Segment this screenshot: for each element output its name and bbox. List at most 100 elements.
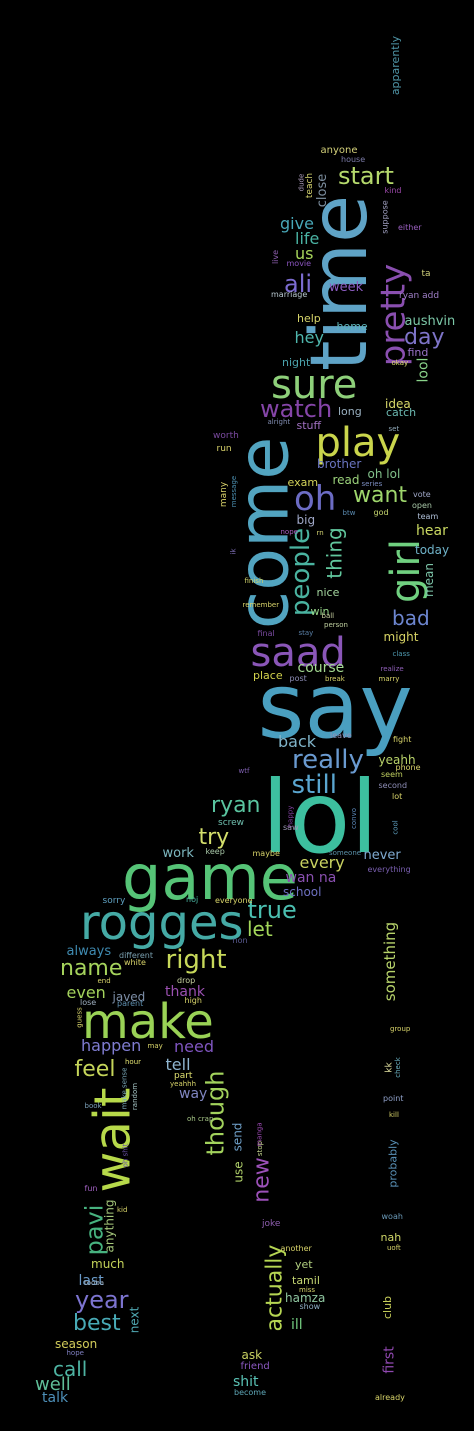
cloud-word: today — [415, 543, 450, 557]
cloud-word: play — [315, 420, 401, 466]
cloud-word: thank — [165, 984, 205, 1000]
cloud-word: friend — [240, 1361, 270, 1372]
cloud-word: either — [398, 223, 422, 232]
cloud-word: woah — [381, 1212, 403, 1221]
cloud-word: realize — [380, 664, 404, 673]
cloud-word: kill — [389, 1110, 399, 1119]
cloud-word: day — [404, 325, 445, 350]
cloud-word: show — [299, 1302, 321, 1311]
cloud-word: someone — [329, 848, 362, 857]
cloud-word: ryan add — [399, 290, 440, 301]
cloud-word: hamza — [285, 1291, 326, 1305]
cloud-word: use — [231, 1161, 246, 1183]
cloud-word: tamil — [292, 1273, 320, 1287]
cloud-word: alright — [267, 417, 291, 426]
cloud-word: long — [338, 404, 362, 418]
cloud-word: wtf — [238, 766, 250, 775]
cloud-word: sure — [271, 362, 358, 408]
cloud-word: every — [299, 853, 345, 872]
cloud-word: ball — [321, 611, 335, 620]
cloud-word: noj — [186, 895, 199, 904]
cloud-word: teach — [304, 172, 315, 198]
cloud-word: home — [336, 319, 368, 333]
cloud-word: call — [53, 1357, 88, 1381]
cloud-word: cool — [391, 819, 400, 835]
cloud-word: last — [78, 1273, 104, 1289]
cloud-word: everyone — [215, 896, 253, 905]
cloud-word: run — [216, 443, 232, 454]
cloud-word: though — [200, 1070, 229, 1156]
cloud-word: marry — [378, 674, 400, 683]
cloud-word: much — [91, 1257, 125, 1271]
cloud-word: hour — [125, 1057, 142, 1066]
cloud-word: try — [198, 825, 230, 850]
cloud-word: rn — [316, 528, 324, 537]
cloud-word: hope — [66, 1348, 84, 1357]
cloud-word: seem — [381, 770, 403, 779]
cloud-word: rogges — [80, 895, 244, 951]
cloud-word: fun — [84, 1184, 98, 1193]
cloud-word: tooba — [84, 1278, 105, 1287]
cloud-word: win — [310, 604, 330, 618]
cloud-word: screw — [218, 817, 245, 828]
cloud-word: live — [271, 249, 281, 265]
cloud-word: club — [380, 1295, 394, 1319]
cloud-word: remember — [242, 600, 280, 609]
cloud-word: stuff — [296, 418, 322, 432]
cloud-word: group — [390, 1024, 411, 1033]
cloud-word: oh — [294, 479, 337, 519]
cloud-word: start — [338, 162, 394, 190]
cloud-word: miss — [299, 1285, 316, 1294]
cloud-word: bad — [392, 606, 430, 630]
cloud-word: back — [278, 732, 317, 751]
cloud-word: random — [130, 1082, 139, 1110]
cloud-word: close — [314, 173, 330, 207]
cloud-word: anyone — [320, 145, 358, 156]
cloud-word: yet — [295, 1257, 313, 1271]
cloud-word: lot — [392, 792, 403, 801]
cloud-word: keep — [205, 847, 225, 856]
cloud-word: check — [393, 1056, 402, 1078]
cloud-word: break — [325, 674, 345, 683]
cloud-word: part — [174, 1070, 193, 1081]
cloud-word: okay — [391, 358, 409, 367]
cloud-word: lose — [80, 998, 97, 1007]
cloud-word: suppose — [380, 200, 390, 234]
cloud-word: person — [324, 620, 348, 629]
cloud-word: fight — [393, 735, 412, 744]
cloud-word: course — [297, 660, 345, 676]
cloud-word: brother — [317, 457, 362, 471]
cloud-word: joke — [262, 1218, 281, 1229]
cloud-word: everything — [367, 865, 411, 874]
cloud-word: wan na — [285, 870, 337, 886]
cloud-word: apparently — [388, 35, 402, 95]
cloud-word: guess — [75, 1006, 84, 1028]
cloud-word: lool — [414, 357, 431, 383]
cloud-word: convo — [349, 807, 358, 829]
cloud-word: way — [179, 1086, 208, 1102]
cloud-word: ali — [284, 270, 313, 298]
cloud-word: place — [253, 668, 283, 682]
cloud-word: another — [280, 1244, 312, 1253]
cloud-word: ryan — [211, 793, 261, 818]
cloud-word: life — [295, 229, 320, 248]
cloud-word: final — [257, 629, 275, 638]
cloud-word: leave — [330, 731, 352, 740]
cloud-word: team — [417, 512, 439, 521]
cloud-word: idea — [385, 397, 411, 411]
cloud-word: may — [147, 1041, 163, 1050]
cloud-word: worth — [213, 430, 239, 441]
cloud-word: right — [165, 945, 227, 975]
cloud-word: name — [60, 956, 123, 981]
cloud-word: set — [388, 424, 400, 433]
cloud-word: series — [361, 479, 383, 488]
cloud-word: kind — [384, 186, 402, 195]
cloud-word: point — [383, 1094, 404, 1103]
cloud-word: high — [184, 996, 202, 1005]
cloud-word: let — [247, 917, 273, 941]
cloud-word: vote — [413, 490, 431, 499]
cloud-word: might — [383, 630, 419, 644]
cloud-word: want — [353, 483, 408, 508]
cloud-word: many — [218, 481, 229, 507]
cloud-word: become — [234, 1388, 267, 1397]
